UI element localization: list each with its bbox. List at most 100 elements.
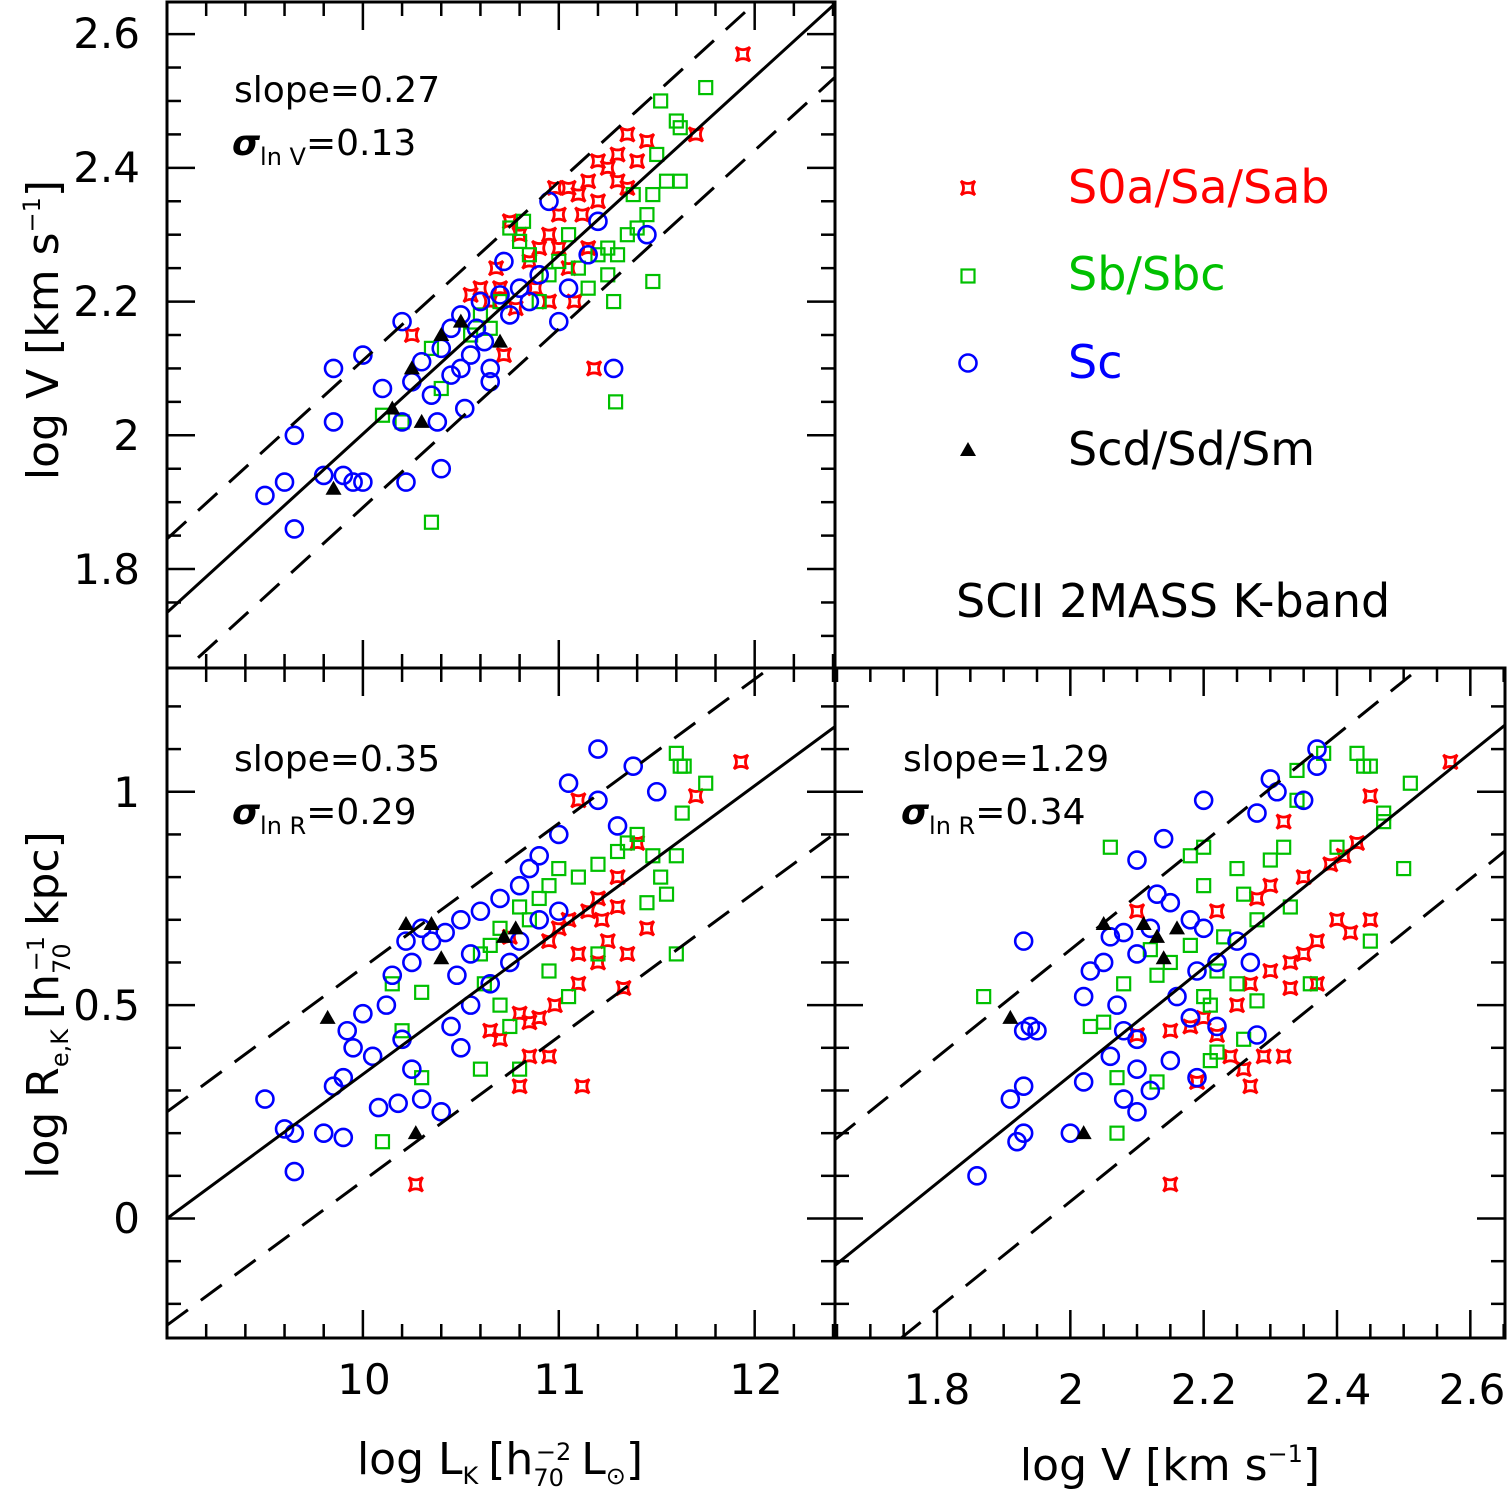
data-point-circle bbox=[441, 365, 461, 385]
br-xtick-labels: 1.8 2 2.2 2.4 2.6 bbox=[904, 1365, 1506, 1414]
slope-label: slope=1.29 bbox=[903, 739, 1109, 780]
data-point-circle bbox=[1153, 828, 1174, 849]
br-annotation: slope=1.29 σln R=0.34 bbox=[901, 739, 1109, 840]
data-point-circle bbox=[1227, 931, 1247, 951]
data-point-circle bbox=[427, 412, 448, 432]
data-point-circle bbox=[284, 1123, 305, 1143]
data-point-square bbox=[1109, 1125, 1125, 1141]
data-point-square bbox=[653, 93, 669, 109]
data-point-circle bbox=[396, 472, 416, 492]
legend-marker-square bbox=[960, 268, 976, 284]
data-point-circle bbox=[255, 1089, 275, 1109]
data-point-circle bbox=[558, 773, 579, 794]
data-point-circle bbox=[637, 224, 657, 245]
xtick-label: 2.2 bbox=[1171, 1365, 1238, 1414]
data-point-star4 bbox=[482, 1022, 499, 1039]
data-point-square bbox=[607, 394, 624, 410]
data-point-star4 bbox=[734, 45, 752, 63]
data-point-star4 bbox=[1262, 962, 1279, 980]
xtick-label: 2 bbox=[1058, 1365, 1085, 1414]
data-point-circle bbox=[343, 472, 363, 492]
ytick-label: 2.4 bbox=[73, 143, 140, 192]
data-point-square bbox=[374, 1134, 391, 1150]
data-point-circle bbox=[529, 909, 549, 930]
data-point-square bbox=[472, 1061, 489, 1077]
data-point-circle bbox=[1093, 952, 1114, 973]
data-point-square bbox=[649, 146, 665, 163]
data-point-square bbox=[600, 267, 616, 283]
data-point-circle bbox=[548, 901, 569, 922]
legend-marker-square bbox=[960, 268, 976, 284]
legend-label: S0a/Sa/Sab bbox=[1068, 160, 1330, 214]
data-point-circle bbox=[1000, 1089, 1021, 1109]
data-point-circle bbox=[284, 425, 305, 446]
data-point-circle bbox=[623, 756, 644, 776]
data-point-square bbox=[560, 988, 577, 1005]
data-point-circle bbox=[1307, 756, 1327, 776]
tl-ytick-labels: 1.8 2 2.2 2.4 2.6 bbox=[73, 9, 140, 594]
data-point-circle bbox=[1180, 909, 1201, 930]
data-point-square bbox=[609, 843, 626, 860]
data-point-triangle bbox=[1149, 928, 1165, 943]
data-point-star4 bbox=[1275, 1048, 1292, 1065]
data-point-star4 bbox=[1295, 868, 1312, 886]
data-point-star4 bbox=[1275, 813, 1292, 830]
data-point-circle bbox=[588, 211, 608, 232]
data-point-circle bbox=[411, 351, 432, 372]
data-points bbox=[967, 739, 1459, 1193]
data-point-square bbox=[521, 912, 538, 928]
scatter-bound-dashed-line bbox=[898, 849, 1505, 1338]
bl-ytick-labels: 0 0.5 1 bbox=[73, 768, 140, 1243]
fit-lines bbox=[835, 668, 1505, 1338]
series-circle bbox=[967, 739, 1327, 1186]
data-point-star4 bbox=[628, 152, 646, 170]
data-point-star4 bbox=[1362, 911, 1379, 928]
data-point-square bbox=[1249, 993, 1265, 1009]
data-point-square bbox=[394, 414, 410, 430]
data-point-square bbox=[1289, 762, 1305, 779]
data-point-star4 bbox=[1235, 1060, 1252, 1078]
data-point-star4 bbox=[560, 179, 577, 197]
data-point-circle bbox=[431, 458, 452, 479]
legend-label: Scd/Sd/Sm bbox=[1068, 422, 1315, 476]
legend-item: Scd/Sd/Sm bbox=[960, 422, 1315, 476]
data-point-square bbox=[619, 835, 635, 851]
data-point-circle bbox=[529, 845, 549, 866]
data-point-star4 bbox=[1162, 1022, 1179, 1039]
data-point-circle bbox=[274, 472, 295, 492]
ytick-label: 2.6 bbox=[73, 9, 140, 58]
data-point-circle bbox=[421, 385, 442, 405]
data-point-square bbox=[1282, 899, 1298, 915]
data-point-star4 bbox=[1162, 1176, 1179, 1193]
data-point-circle bbox=[548, 824, 569, 845]
legend-label: Sc bbox=[1068, 335, 1123, 389]
data-point-star4 bbox=[1208, 903, 1226, 920]
data-point-circle bbox=[1013, 1076, 1034, 1097]
legend: S0a/Sa/Sab Sb/Sbc Sc Scd/Sd/Sm SCII 2MAS… bbox=[956, 160, 1390, 628]
data-point-circle bbox=[529, 265, 549, 285]
data-point-square bbox=[698, 775, 714, 791]
data-point-star4 bbox=[599, 932, 616, 950]
data-point-square bbox=[674, 805, 690, 821]
data-point-triangle bbox=[325, 480, 342, 495]
data-point-star4 bbox=[487, 259, 505, 277]
data-point-star4 bbox=[1342, 924, 1359, 941]
panel-luminosity-velocity bbox=[165, 0, 837, 670]
series-square bbox=[976, 745, 1418, 1141]
data-point-star4 bbox=[1308, 975, 1326, 992]
data-point-square bbox=[590, 247, 606, 263]
data-point-circle bbox=[388, 1093, 408, 1114]
data-point-star4 bbox=[638, 920, 656, 937]
data-point-triangle bbox=[319, 1009, 336, 1024]
data-point-star4 bbox=[1255, 1048, 1272, 1065]
data-point-star4 bbox=[1348, 834, 1366, 852]
data-point-circle bbox=[323, 412, 344, 432]
data-point-square bbox=[551, 860, 567, 877]
data-point-circle bbox=[1293, 790, 1314, 811]
data-point-square bbox=[1229, 976, 1245, 992]
data-point-star4 bbox=[531, 239, 548, 257]
tl-ylabel: log V [km s−1] bbox=[18, 180, 69, 480]
data-point-square bbox=[976, 988, 992, 1005]
data-point-circle bbox=[396, 931, 416, 951]
data-point-triangle bbox=[413, 413, 430, 428]
